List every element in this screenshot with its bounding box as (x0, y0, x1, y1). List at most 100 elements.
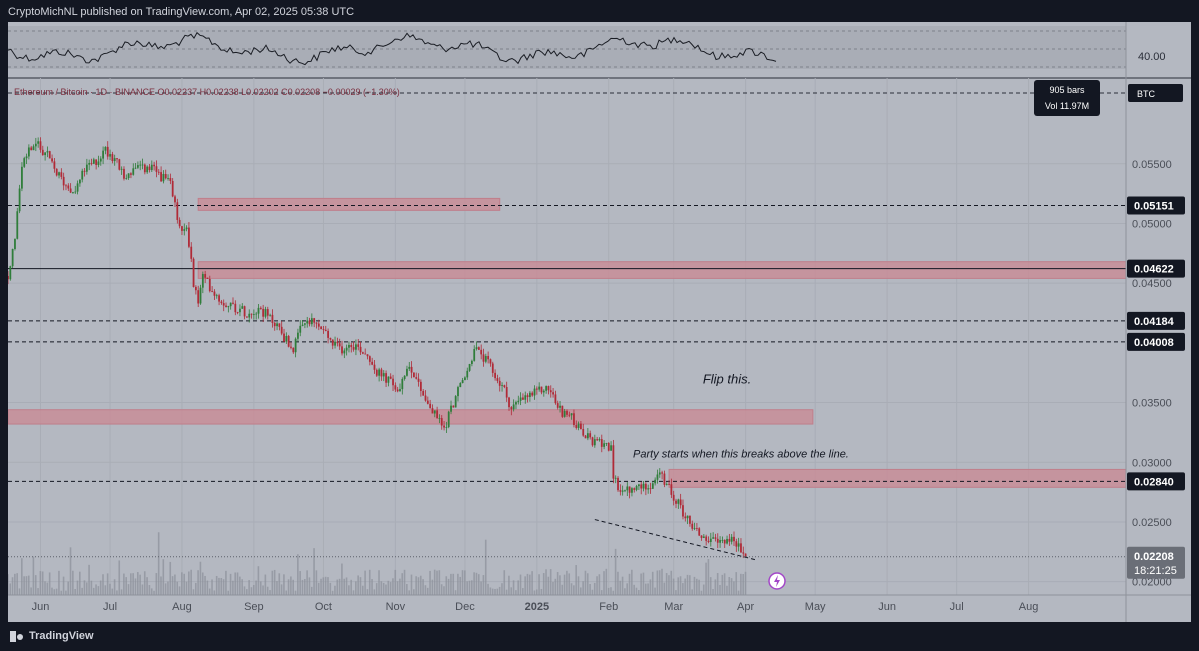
volume-bar (252, 585, 255, 595)
candle-body (51, 158, 53, 162)
candle-body (11, 249, 14, 267)
publish-header: CryptoMichNL published on TradingView.co… (8, 6, 355, 18)
volume-bar (350, 579, 352, 595)
volume-bar (148, 585, 151, 595)
volume-bar (176, 581, 179, 595)
volume-bar (651, 571, 654, 595)
tradingview-logo[interactable]: TradingView (10, 630, 94, 642)
candle-body (684, 516, 687, 519)
volume-bar (44, 581, 46, 595)
candle-body (366, 354, 369, 357)
volume-bar (517, 580, 519, 595)
volume-bar (257, 566, 260, 595)
volume-bar (95, 584, 97, 595)
volume-bar (359, 577, 362, 595)
volume-bar (538, 574, 540, 595)
volume-bar (204, 575, 206, 595)
candle-body (148, 166, 151, 171)
candle-body (707, 540, 710, 542)
candle-body (248, 313, 251, 318)
volume-bar (102, 574, 104, 595)
candle-body (651, 483, 654, 489)
candle-body (81, 170, 84, 180)
candle-body (280, 326, 283, 334)
volume-bar (431, 579, 434, 595)
candle-body (297, 332, 299, 339)
volume-bar (32, 556, 35, 595)
candle-body (714, 537, 717, 539)
volume-bar (684, 578, 686, 595)
candle-body (99, 158, 102, 162)
candle-body (447, 411, 450, 428)
candle-body (262, 308, 265, 317)
volume-bar (589, 583, 591, 595)
volume-bar (621, 576, 624, 595)
volume-bar (327, 577, 329, 595)
rsi-pane (8, 26, 1191, 79)
volume-bar (628, 573, 631, 595)
candle-body (41, 149, 44, 156)
volume-bar (348, 585, 350, 595)
volume-bar (429, 570, 431, 595)
price-level-tag (1127, 311, 1185, 330)
candle-body (109, 154, 111, 157)
candle-body (266, 309, 269, 316)
chart-svg[interactable]: Flip this. Party starts when this breaks … (8, 22, 1191, 622)
candle-body (593, 439, 596, 446)
currency-badge[interactable]: BTC (1128, 84, 1183, 102)
candle-body (113, 158, 116, 162)
x-tick-label: Dec (455, 601, 475, 613)
candle-body (350, 344, 353, 348)
tradingview-brand: TradingView (29, 630, 94, 642)
volume-bar (37, 588, 39, 595)
candle-body (503, 385, 506, 388)
candle-body (554, 394, 557, 404)
candle-body (83, 170, 86, 172)
volume-bar (236, 572, 239, 595)
volume-bar (665, 573, 668, 595)
candle-body (336, 341, 339, 344)
volume-bar (97, 586, 100, 595)
bars-badge-bg (1034, 80, 1100, 116)
volume-bar (531, 571, 533, 595)
volume-bar (188, 571, 190, 595)
volume-bar (320, 578, 322, 595)
volume-bar (380, 581, 383, 595)
candle-body (693, 528, 696, 529)
candle-body (695, 528, 698, 529)
candle-body (127, 173, 130, 179)
candle-body (287, 335, 290, 347)
candle-body (487, 355, 490, 360)
candle-body (642, 483, 645, 489)
candle-body (408, 366, 411, 369)
candle-body (278, 323, 281, 327)
volume-bar (744, 571, 747, 595)
volume-bar (528, 574, 531, 595)
volume-bar (285, 590, 288, 595)
volume-bar (426, 587, 429, 595)
y-tick-label: 0.05000 (1132, 218, 1172, 230)
candle-body (301, 324, 304, 326)
candle-body (737, 543, 740, 547)
volume-bar (471, 580, 473, 595)
candle-body (661, 472, 663, 474)
candle-body (452, 405, 455, 408)
volume-bar (150, 588, 153, 595)
volume-bar (723, 573, 726, 595)
candle-body (621, 490, 624, 492)
candle-body (401, 378, 404, 390)
candle-body (146, 166, 149, 173)
price-level-tag (1127, 196, 1185, 215)
candle-body (394, 385, 397, 390)
volume-bar (600, 590, 603, 595)
volume-bar (266, 586, 269, 595)
volume-bar (27, 575, 30, 595)
alert-icon[interactable] (768, 572, 786, 590)
volume-bar (373, 589, 376, 595)
volume-bar (612, 590, 615, 595)
volume-bar (726, 585, 728, 595)
candle-body (549, 390, 552, 393)
candle-body (473, 349, 476, 361)
volume-bar (208, 588, 211, 595)
volume-bar (450, 573, 452, 595)
